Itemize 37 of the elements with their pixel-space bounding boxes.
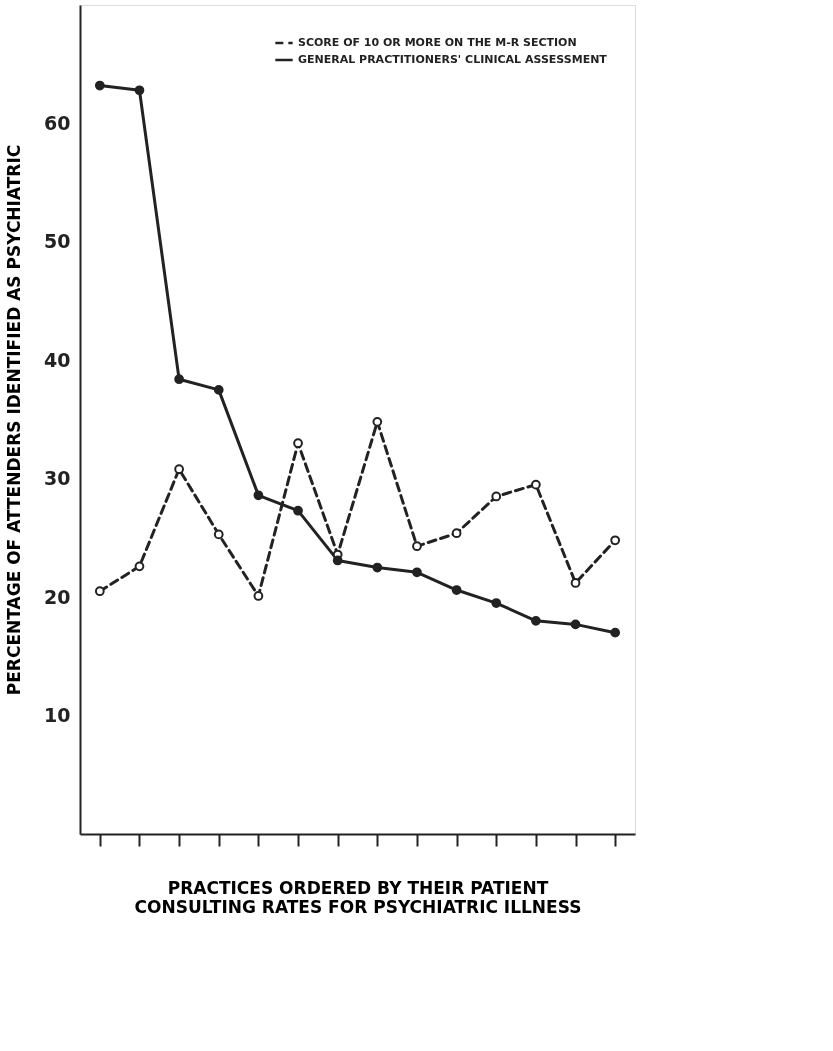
y-tick-label: 30 xyxy=(44,467,71,490)
point xyxy=(94,586,105,597)
point xyxy=(134,561,145,572)
point xyxy=(94,80,105,91)
point xyxy=(570,619,581,630)
point xyxy=(293,505,303,516)
point xyxy=(412,541,422,552)
legend-label: SCORE OF 10 OR MORE ON THE M-R SECTION xyxy=(298,36,577,49)
point xyxy=(610,627,621,638)
point xyxy=(610,535,621,546)
point xyxy=(412,567,422,578)
point xyxy=(134,85,145,96)
point xyxy=(531,615,541,626)
point xyxy=(213,385,224,395)
point xyxy=(451,585,462,595)
y-tick-label: 50 xyxy=(44,230,71,253)
point xyxy=(253,490,264,501)
y-axis-title: PERCENTAGE OF ATTENDERS IDENTIFIED AS PSYCHIATRIC xyxy=(4,144,25,696)
point xyxy=(372,417,383,427)
point xyxy=(213,529,224,540)
point xyxy=(531,479,541,490)
point xyxy=(491,491,502,502)
point xyxy=(174,374,184,385)
point xyxy=(451,528,462,539)
point xyxy=(174,464,184,475)
point xyxy=(570,578,581,588)
y-tick-label: 60 xyxy=(44,111,71,134)
x-axis-title: PRACTICES ORDERED BY THEIR PATIENT CONSULTING RATES FOR PSYCHIATRIC ILLNESS xyxy=(134,877,582,917)
point xyxy=(293,438,303,449)
point xyxy=(491,598,502,608)
y-tick-label: 10 xyxy=(44,704,71,727)
y-tick-label: 20 xyxy=(44,585,71,608)
legend-label: GENERAL PRACTITIONERS' CLINICAL ASSESSMENT xyxy=(298,53,608,66)
point xyxy=(372,562,383,573)
point xyxy=(253,591,264,601)
y-tick-label: 40 xyxy=(44,348,71,371)
point xyxy=(332,555,343,566)
